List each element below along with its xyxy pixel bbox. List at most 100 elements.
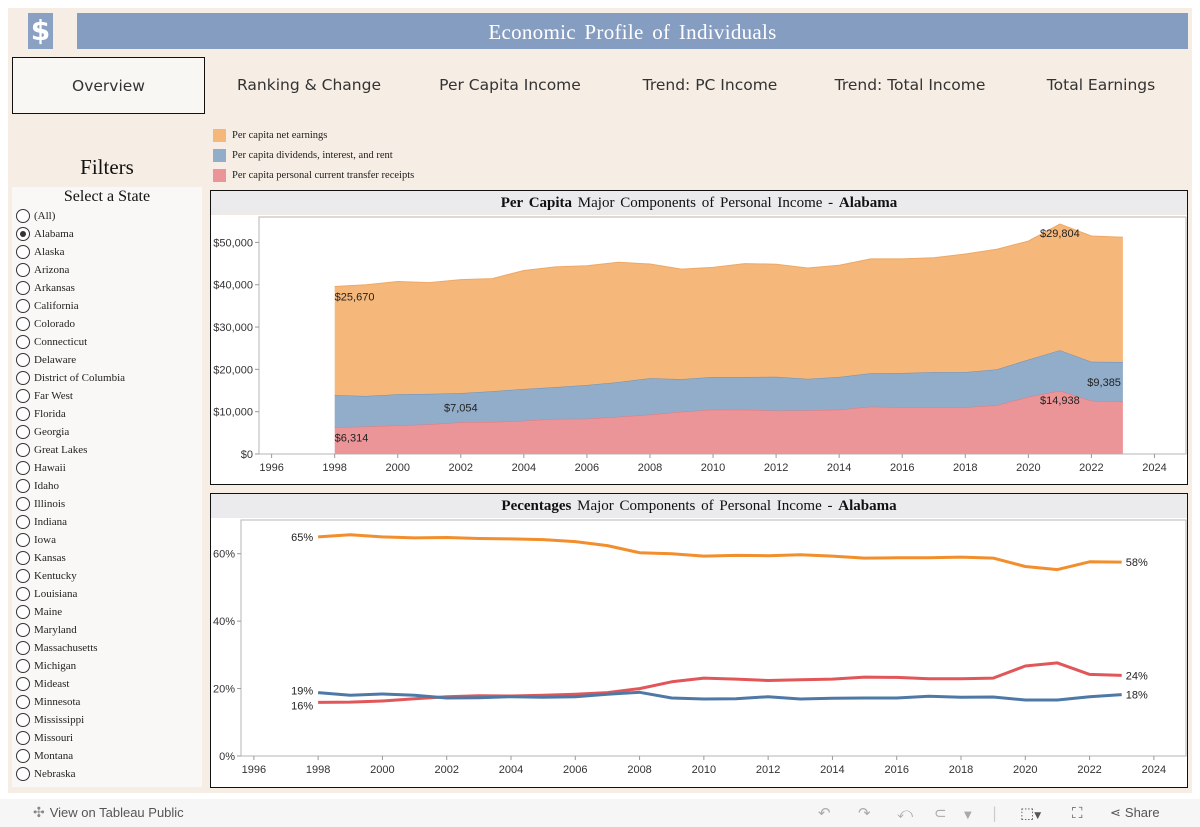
legend-item-net-earnings[interactable]: Per capita net earnings bbox=[213, 125, 414, 145]
radio-icon[interactable] bbox=[16, 479, 30, 493]
state-option[interactable]: California bbox=[12, 297, 202, 315]
radio-icon[interactable] bbox=[16, 695, 30, 709]
radio-icon[interactable] bbox=[16, 515, 30, 529]
state-option[interactable]: Alaska bbox=[12, 243, 202, 261]
radio-icon[interactable] bbox=[16, 299, 30, 313]
radio-icon[interactable] bbox=[16, 749, 30, 763]
state-option[interactable]: Connecticut bbox=[12, 333, 202, 351]
radio-icon[interactable] bbox=[16, 425, 30, 439]
radio-icon[interactable] bbox=[16, 317, 30, 331]
state-option[interactable]: Maryland bbox=[12, 621, 202, 639]
legend-swatch-transfers bbox=[213, 168, 226, 182]
percentage-chart: Pecentages Major Components of Personal … bbox=[210, 493, 1188, 788]
x-tick-label: 2012 bbox=[764, 462, 788, 474]
state-option-label: Florida bbox=[34, 408, 66, 420]
state-option[interactable]: Idaho bbox=[12, 477, 202, 495]
state-option[interactable]: Mississippi bbox=[12, 711, 202, 729]
radio-icon[interactable] bbox=[16, 623, 30, 637]
tab-overview[interactable]: Overview bbox=[12, 57, 205, 114]
state-filter[interactable]: Select a State (All) Alabama Alaska Arizona… bbox=[12, 187, 202, 787]
radio-icon[interactable] bbox=[16, 605, 30, 619]
radio-icon[interactable] bbox=[16, 497, 30, 511]
state-option[interactable]: Missouri bbox=[12, 729, 202, 747]
radio-icon[interactable] bbox=[16, 641, 30, 655]
legend-item-dividends[interactable]: Per capita dividends, interest, and rent bbox=[213, 145, 414, 165]
toolbar-divider: | bbox=[992, 804, 998, 822]
state-option[interactable]: Nebraska bbox=[12, 765, 202, 783]
state-option[interactable]: Arizona bbox=[12, 261, 202, 279]
state-option[interactable]: Mideast bbox=[12, 675, 202, 693]
radio-icon[interactable] bbox=[16, 677, 30, 691]
legend-item-transfers[interactable]: Per capita personal current transfer rec… bbox=[213, 165, 414, 185]
refresh-dropdown-icon[interactable]: ▼ bbox=[964, 810, 972, 821]
radio-icon[interactable] bbox=[16, 731, 30, 745]
download-icon[interactable]: ⬚▼ bbox=[1020, 804, 1042, 822]
chart-title-state: Alabama bbox=[838, 498, 897, 514]
tab-trend-total-income[interactable]: Trend: Total Income bbox=[834, 76, 986, 94]
state-option[interactable]: Illinois bbox=[12, 495, 202, 513]
state-option[interactable]: Montana bbox=[12, 747, 202, 765]
radio-icon[interactable] bbox=[16, 353, 30, 367]
radio-icon[interactable] bbox=[16, 371, 30, 385]
view-on-tableau-link[interactable]: ✣ View on Tableau Public bbox=[33, 799, 184, 827]
state-option[interactable]: Far West bbox=[12, 387, 202, 405]
x-tick-label: 2022 bbox=[1079, 462, 1103, 474]
radio-icon[interactable] bbox=[16, 245, 30, 259]
data-label: $25,670 bbox=[335, 291, 375, 303]
state-option[interactable]: Kansas bbox=[12, 549, 202, 567]
state-option[interactable]: Florida bbox=[12, 405, 202, 423]
state-option-label: Michigan bbox=[34, 660, 77, 672]
state-option[interactable]: Alabama bbox=[12, 225, 202, 243]
radio-icon[interactable] bbox=[16, 569, 30, 583]
state-option[interactable]: Indiana bbox=[12, 513, 202, 531]
state-option[interactable]: Hawaii bbox=[12, 459, 202, 477]
undo-icon[interactable]: ↶ bbox=[818, 804, 831, 822]
tab-trend-pc-income[interactable]: Trend: PC Income bbox=[642, 76, 778, 94]
percentage-line-chart[interactable]: 1996 1998 2000 2002 2004 2006 2008 2010 2012 2014… bbox=[211, 518, 1187, 786]
radio-icon[interactable] bbox=[16, 713, 30, 727]
radio-icon[interactable] bbox=[16, 389, 30, 403]
radio-icon[interactable] bbox=[16, 659, 30, 673]
state-option[interactable]: Louisiana bbox=[12, 585, 202, 603]
radio-icon[interactable] bbox=[16, 533, 30, 547]
state-option[interactable]: District of Columbia bbox=[12, 369, 202, 387]
state-option[interactable]: Minnesota bbox=[12, 693, 202, 711]
per-capita-area-chart[interactable]: 1996 1998 2000 2002 2004 2006 2008 2010 2012 2014… bbox=[211, 215, 1187, 483]
state-option-label: Maryland bbox=[34, 624, 77, 636]
radio-checked-icon[interactable] bbox=[16, 227, 30, 241]
tab-per-capita-income[interactable]: Per Capita Income bbox=[439, 76, 581, 94]
radio-icon[interactable] bbox=[16, 263, 30, 277]
y-tick-label: $30,000 bbox=[213, 322, 253, 334]
state-option[interactable]: Georgia bbox=[12, 423, 202, 441]
radio-icon[interactable] bbox=[16, 551, 30, 565]
revert-icon[interactable]: ⤺ bbox=[897, 804, 914, 822]
state-option[interactable]: Great Lakes bbox=[12, 441, 202, 459]
radio-icon[interactable] bbox=[16, 587, 30, 601]
radio-icon[interactable] bbox=[16, 281, 30, 295]
radio-icon[interactable] bbox=[16, 209, 30, 223]
state-option[interactable]: Kentucky bbox=[12, 567, 202, 585]
tab-total-earnings[interactable]: Total Earnings bbox=[1046, 76, 1156, 94]
area-per-capita-personal-current-transfer-receipts bbox=[334, 390, 1123, 454]
radio-icon[interactable] bbox=[16, 443, 30, 457]
tab-ranking-change[interactable]: Ranking & Change bbox=[237, 76, 381, 94]
state-option-label: Minnesota bbox=[34, 696, 81, 708]
legend-swatch-dividends bbox=[213, 148, 226, 162]
state-option[interactable]: Colorado bbox=[12, 315, 202, 333]
state-option[interactable]: Iowa bbox=[12, 531, 202, 549]
radio-icon[interactable] bbox=[16, 407, 30, 421]
state-option[interactable]: Delaware bbox=[12, 351, 202, 369]
radio-icon[interactable] bbox=[16, 767, 30, 781]
share-button[interactable]: ⋖ Share bbox=[1110, 799, 1160, 827]
state-option[interactable]: Michigan bbox=[12, 657, 202, 675]
radio-icon[interactable] bbox=[16, 335, 30, 349]
state-option[interactable]: (All) bbox=[12, 207, 202, 225]
refresh-icon[interactable]: ⊂ bbox=[934, 804, 947, 822]
state-option[interactable]: Massachusetts bbox=[12, 639, 202, 657]
fullscreen-icon[interactable]: ⛶ bbox=[1072, 804, 1083, 822]
state-option[interactable]: Arkansas bbox=[12, 279, 202, 297]
state-option[interactable]: Maine bbox=[12, 603, 202, 621]
tableau-logo-icon: ✣ bbox=[33, 805, 45, 821]
redo-icon[interactable]: ↷ bbox=[858, 804, 871, 822]
radio-icon[interactable] bbox=[16, 461, 30, 475]
